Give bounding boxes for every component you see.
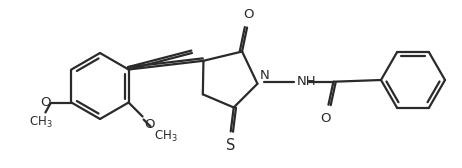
- Text: S: S: [226, 138, 236, 153]
- Text: CH$_3$: CH$_3$: [153, 129, 177, 144]
- Text: CH$_3$: CH$_3$: [29, 115, 52, 130]
- Text: N: N: [260, 69, 269, 82]
- Text: O: O: [320, 112, 331, 125]
- Text: O: O: [145, 118, 155, 132]
- Text: NH: NH: [297, 75, 316, 88]
- Text: O: O: [40, 96, 50, 109]
- Text: O: O: [243, 8, 253, 20]
